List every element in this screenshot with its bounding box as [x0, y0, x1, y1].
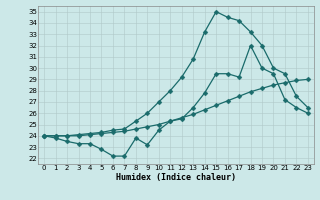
X-axis label: Humidex (Indice chaleur): Humidex (Indice chaleur) [116, 173, 236, 182]
